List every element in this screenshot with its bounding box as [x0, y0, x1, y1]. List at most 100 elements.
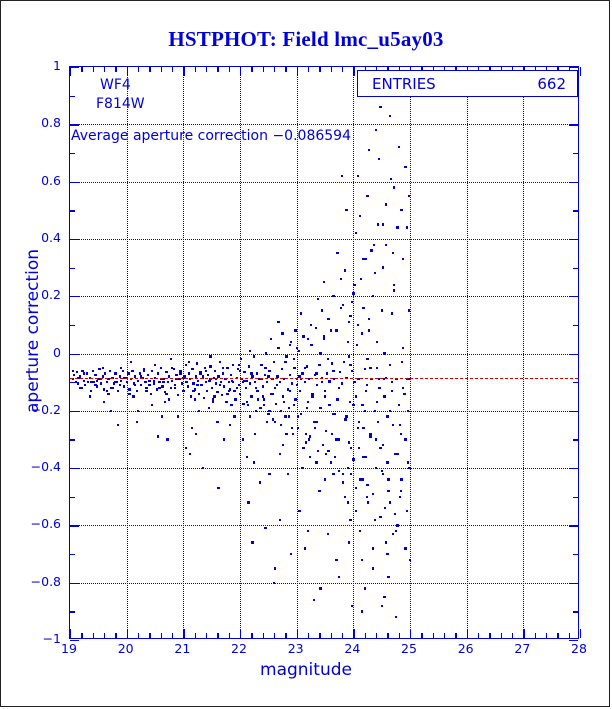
- scatter-point: [249, 382, 252, 385]
- scatter-point: [275, 402, 278, 405]
- x-tick-minor: [421, 67, 423, 72]
- scatter-point: [362, 257, 365, 261]
- y-tick-major: [70, 67, 79, 69]
- scatter-point: [213, 395, 216, 398]
- scatter-point: [379, 515, 382, 518]
- scatter-point: [287, 472, 290, 476]
- scatter-point: [355, 232, 358, 235]
- scatter-point: [161, 385, 164, 388]
- scatter-point: [101, 375, 105, 378]
- scatter-point: [360, 332, 364, 335]
- scatter-point: [279, 424, 282, 427]
- scatter-point: [195, 362, 199, 365]
- scatter-point: [291, 426, 294, 430]
- scatter-points-layer: [70, 67, 578, 638]
- scatter-point: [383, 595, 386, 599]
- scatter-point: [249, 415, 252, 418]
- y-tick-label: 0: [53, 344, 61, 360]
- x-tick-minor: [398, 67, 400, 72]
- scatter-point: [315, 372, 318, 375]
- scatter-point: [169, 358, 173, 361]
- scatter-point: [194, 432, 197, 435]
- scatter-point: [363, 587, 366, 590]
- scatter-point: [306, 401, 310, 404]
- scatter-point: [361, 403, 364, 407]
- scatter-point: [342, 481, 345, 484]
- scatter-point: [260, 363, 263, 367]
- scatter-point: [296, 415, 299, 418]
- scatter-point: [342, 303, 345, 306]
- scatter-point: [361, 478, 364, 481]
- x-tick-major: [523, 629, 525, 638]
- scatter-point: [389, 114, 392, 117]
- scatter-point: [107, 392, 110, 395]
- scatter-point: [357, 421, 361, 424]
- scatter-point: [148, 383, 151, 387]
- scatter-point: [135, 389, 139, 392]
- scatter-point: [351, 604, 354, 607]
- scatter-point: [278, 452, 281, 455]
- filter-label: F814W: [96, 96, 145, 112]
- scatter-point: [230, 403, 233, 407]
- x-tick-minor: [217, 67, 219, 72]
- scatter-point: [153, 363, 157, 367]
- scatter-point: [79, 386, 82, 390]
- scatter-point: [393, 289, 396, 292]
- y-tick-minor: [573, 67, 578, 69]
- scatter-point: [156, 435, 160, 438]
- x-tick-minor: [194, 633, 196, 638]
- scatter-point: [386, 461, 389, 464]
- grid-line-vertical: [466, 67, 468, 638]
- scatter-point: [335, 558, 338, 561]
- y-tick-major: [569, 582, 578, 584]
- entries-box: ENTRIES 662: [357, 70, 578, 97]
- scatter-point: [229, 373, 233, 377]
- scatter-point: [344, 418, 347, 421]
- scatter-point: [74, 381, 77, 384]
- scatter-point: [131, 369, 134, 372]
- y-tick-major: [70, 353, 79, 355]
- scatter-point: [377, 157, 381, 160]
- scatter-point: [285, 432, 288, 435]
- x-tick-minor: [444, 633, 446, 638]
- x-tick-minor: [432, 67, 434, 72]
- scatter-point: [325, 452, 328, 455]
- y-tick-minor: [573, 611, 578, 613]
- scatter-point: [267, 375, 270, 378]
- x-axis-title: magnitude: [260, 660, 352, 680]
- scatter-point: [164, 401, 167, 404]
- scatter-point: [387, 489, 390, 493]
- scatter-point: [114, 372, 117, 375]
- scatter-point: [402, 346, 405, 349]
- average-correction-text: Average aperture correction −0.086594: [71, 128, 351, 144]
- x-tick-minor: [546, 633, 548, 638]
- grid-line-horizontal: [70, 410, 578, 412]
- scatter-point: [145, 386, 148, 390]
- scatter-point: [142, 369, 145, 372]
- scatter-point: [257, 398, 260, 401]
- scatter-point: [394, 512, 397, 516]
- scatter-point: [92, 381, 95, 384]
- scatter-point: [156, 372, 160, 375]
- scatter-point: [407, 309, 411, 312]
- scatter-point: [198, 392, 201, 395]
- x-tick-major: [126, 67, 128, 76]
- x-tick-minor: [330, 67, 332, 72]
- scatter-point: [311, 395, 314, 398]
- x-tick-minor: [534, 633, 536, 638]
- scatter-point: [151, 403, 154, 407]
- scatter-point: [128, 388, 131, 391]
- scatter-point: [271, 418, 275, 421]
- page-title: HSTPHOT: Field lmc_u5ay03: [168, 27, 444, 51]
- x-tick-minor: [160, 67, 162, 72]
- scatter-point: [373, 272, 377, 275]
- x-tick-major: [70, 67, 72, 76]
- scatter-point: [276, 375, 279, 378]
- x-tick-major: [353, 67, 355, 76]
- scatter-point: [200, 383, 203, 387]
- y-tick-label: −1: [42, 631, 61, 646]
- x-tick-major: [466, 629, 468, 638]
- x-tick-minor: [251, 633, 253, 638]
- scatter-point: [169, 386, 173, 390]
- x-tick-minor: [262, 67, 264, 72]
